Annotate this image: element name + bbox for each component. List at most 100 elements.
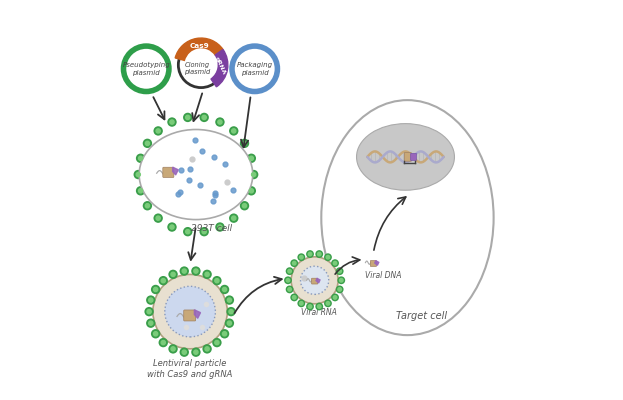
Circle shape <box>218 120 222 124</box>
Circle shape <box>194 350 198 354</box>
Text: Viral DNA: Viral DNA <box>365 271 401 280</box>
Circle shape <box>225 318 234 328</box>
Circle shape <box>153 214 163 223</box>
Circle shape <box>288 288 292 291</box>
Circle shape <box>300 302 303 305</box>
Circle shape <box>306 303 314 310</box>
Circle shape <box>147 310 151 314</box>
Circle shape <box>229 126 239 136</box>
Ellipse shape <box>321 100 493 335</box>
Circle shape <box>247 154 256 163</box>
Circle shape <box>240 139 249 148</box>
Circle shape <box>218 225 222 229</box>
Circle shape <box>149 298 153 302</box>
Circle shape <box>336 267 343 275</box>
Circle shape <box>300 256 303 259</box>
Circle shape <box>138 156 143 160</box>
Circle shape <box>182 350 186 354</box>
FancyBboxPatch shape <box>370 261 376 266</box>
Circle shape <box>179 266 189 276</box>
FancyBboxPatch shape <box>404 153 411 161</box>
Circle shape <box>286 286 293 293</box>
Circle shape <box>297 300 305 307</box>
Circle shape <box>168 222 177 232</box>
Circle shape <box>333 296 337 299</box>
Circle shape <box>153 126 163 136</box>
Circle shape <box>247 186 256 196</box>
Circle shape <box>292 262 296 265</box>
Ellipse shape <box>139 130 253 220</box>
Circle shape <box>168 270 178 279</box>
Circle shape <box>249 189 254 193</box>
Circle shape <box>291 257 338 304</box>
Circle shape <box>297 253 305 261</box>
Circle shape <box>153 332 158 336</box>
Circle shape <box>151 329 160 338</box>
Circle shape <box>215 117 225 127</box>
Circle shape <box>222 332 227 336</box>
Circle shape <box>138 189 143 193</box>
Circle shape <box>170 225 174 229</box>
Circle shape <box>337 276 345 284</box>
Circle shape <box>168 117 177 127</box>
Circle shape <box>215 340 219 345</box>
Circle shape <box>220 285 229 294</box>
Circle shape <box>240 201 249 210</box>
Circle shape <box>290 294 298 301</box>
Circle shape <box>202 230 206 234</box>
Polygon shape <box>173 167 178 175</box>
Circle shape <box>202 115 206 120</box>
FancyBboxPatch shape <box>411 153 416 160</box>
Circle shape <box>249 170 259 179</box>
Circle shape <box>171 272 175 276</box>
Text: Cloning
plasmid: Cloning plasmid <box>184 62 210 75</box>
Circle shape <box>146 295 156 305</box>
Circle shape <box>212 338 222 347</box>
Circle shape <box>133 170 143 179</box>
Circle shape <box>340 278 343 282</box>
Circle shape <box>146 318 156 328</box>
Circle shape <box>336 286 343 293</box>
Circle shape <box>290 259 298 267</box>
Circle shape <box>284 276 292 284</box>
Text: Viral RNA: Viral RNA <box>301 308 336 318</box>
Circle shape <box>186 230 190 234</box>
Text: Lentiviral particle
with Cas9 and gRNA: Lentiviral particle with Cas9 and gRNA <box>148 359 233 379</box>
Circle shape <box>156 129 160 133</box>
Circle shape <box>306 250 314 258</box>
Circle shape <box>326 302 330 305</box>
Circle shape <box>324 253 332 261</box>
Wedge shape <box>211 50 228 87</box>
Ellipse shape <box>356 124 454 190</box>
Circle shape <box>227 321 232 325</box>
Circle shape <box>136 172 140 177</box>
Circle shape <box>331 259 339 267</box>
Circle shape <box>202 344 212 354</box>
Circle shape <box>153 274 227 349</box>
Text: 293T cell: 293T cell <box>191 224 232 233</box>
Circle shape <box>286 278 290 282</box>
Circle shape <box>324 300 332 307</box>
Circle shape <box>182 269 186 273</box>
Circle shape <box>186 115 190 120</box>
Circle shape <box>229 310 233 314</box>
Circle shape <box>168 344 178 354</box>
Circle shape <box>183 227 193 236</box>
Circle shape <box>308 305 312 308</box>
Circle shape <box>153 287 158 292</box>
Circle shape <box>161 278 165 283</box>
Polygon shape <box>316 278 320 283</box>
Circle shape <box>220 329 229 338</box>
Wedge shape <box>175 38 223 60</box>
Circle shape <box>288 270 292 273</box>
Circle shape <box>308 252 312 256</box>
Text: gRNA: gRNA <box>213 56 226 76</box>
Circle shape <box>191 266 201 276</box>
Circle shape <box>191 348 201 357</box>
Circle shape <box>338 270 341 273</box>
FancyBboxPatch shape <box>163 167 174 178</box>
Circle shape <box>300 266 329 294</box>
Circle shape <box>202 270 212 279</box>
Circle shape <box>315 250 323 258</box>
Circle shape <box>326 256 330 259</box>
